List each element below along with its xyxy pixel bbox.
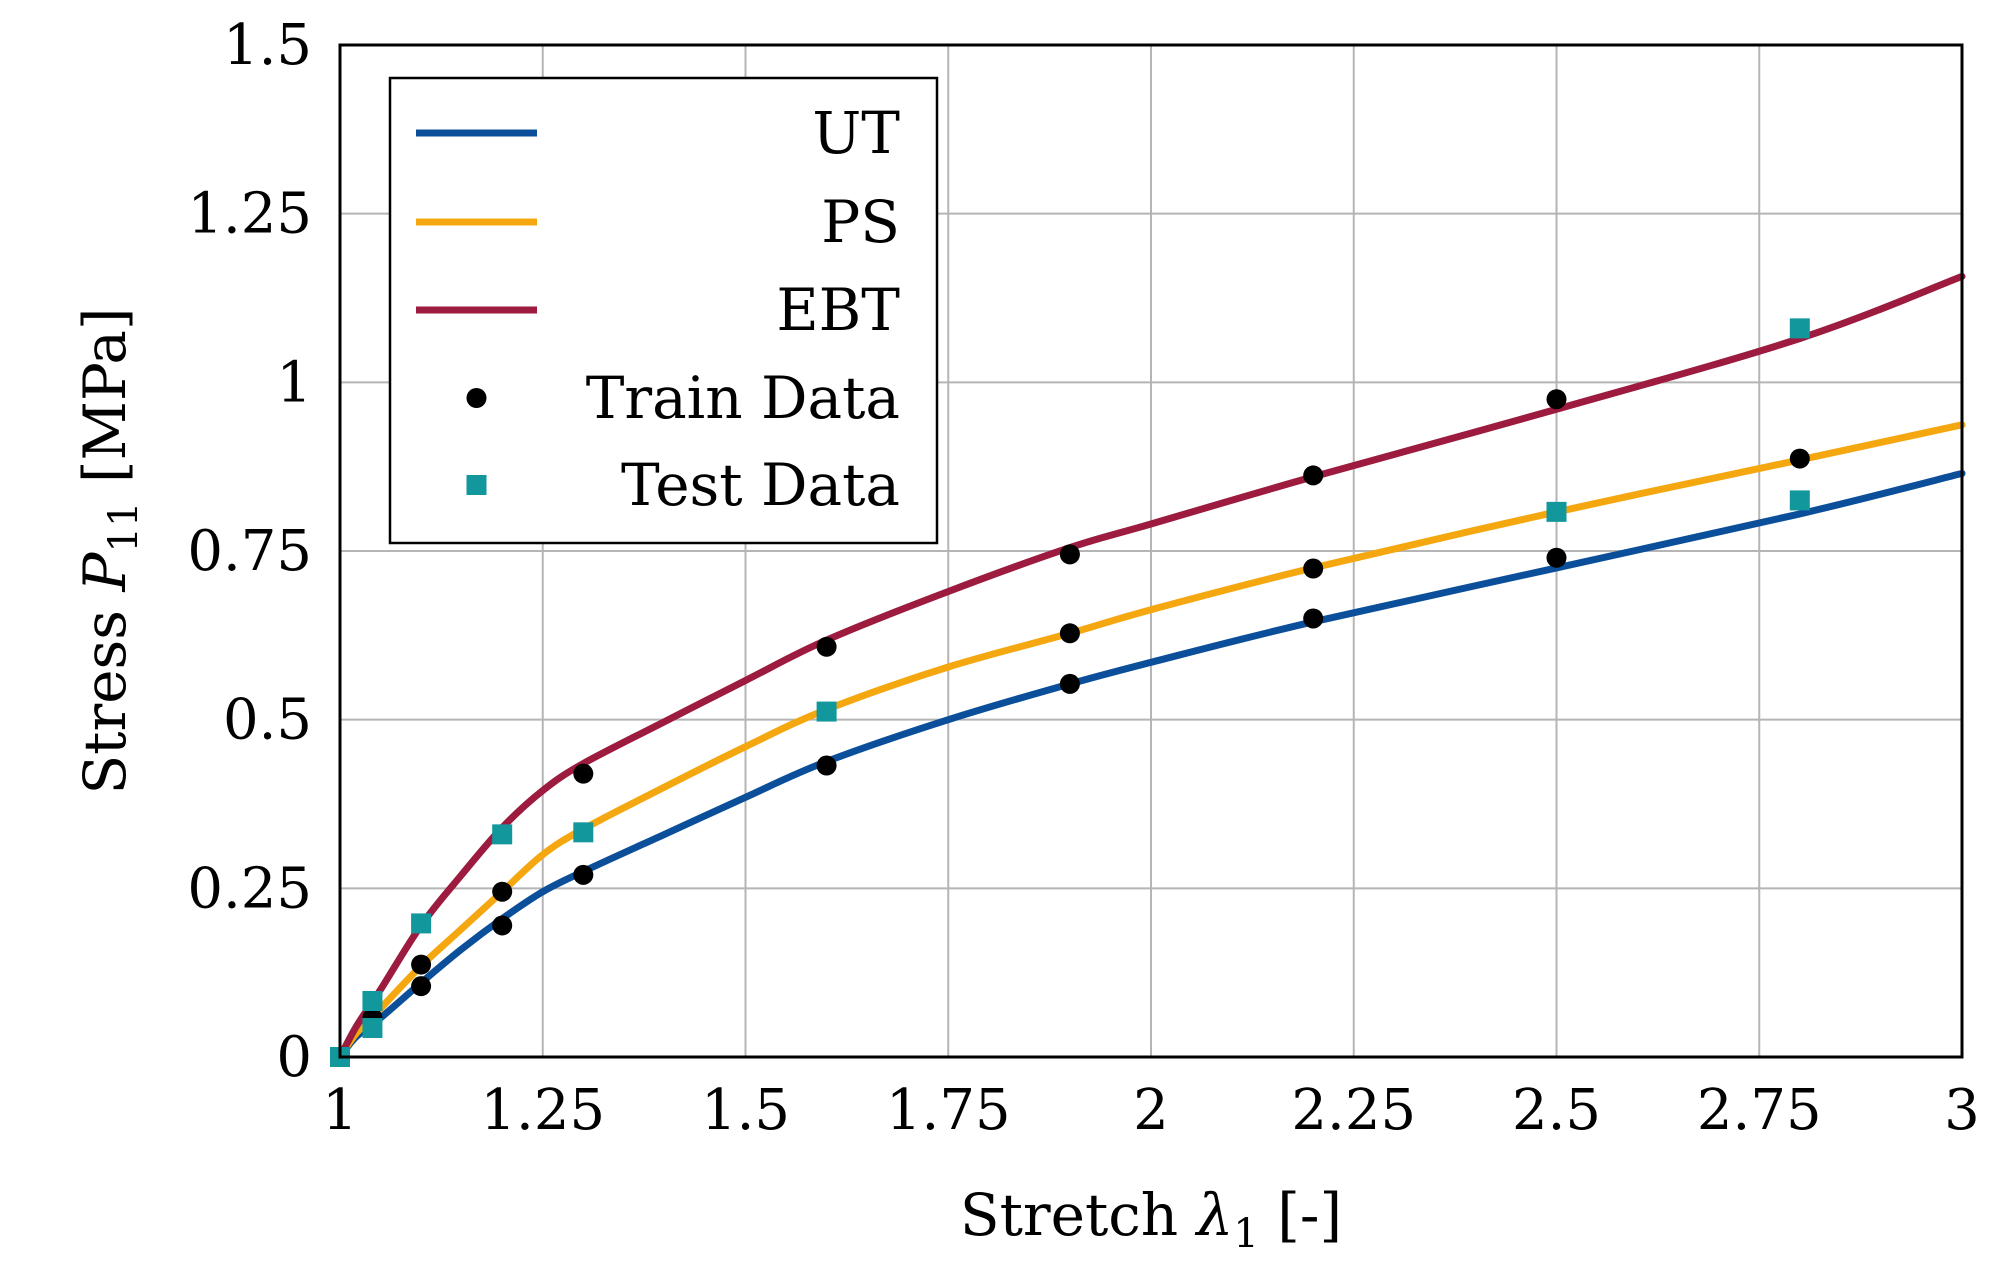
train-data-point	[1546, 547, 1567, 568]
grid	[339, 44, 1963, 1058]
test-data-point	[1789, 490, 1810, 511]
test-data-point	[362, 991, 383, 1012]
train-data-point	[1059, 623, 1080, 644]
train-data-point	[816, 636, 837, 657]
x-tick-label: 2.25	[1291, 1078, 1416, 1143]
test-data-point	[816, 701, 837, 722]
legend-ebt-label: EBT	[776, 276, 900, 344]
train-data-point	[1059, 673, 1080, 694]
legend: UT PS EBT Train Data Test Data	[388, 76, 939, 545]
test-data-point	[411, 913, 432, 934]
train-data-point	[492, 915, 513, 936]
legend-train-marker	[466, 388, 487, 408]
y-tick-label: 1.25	[187, 182, 312, 247]
train-data-point	[411, 976, 432, 997]
legend-box	[388, 76, 939, 545]
y-tick-label: 0.5	[223, 688, 312, 753]
x-tick-label: 1.25	[480, 1078, 605, 1143]
train-data-point	[492, 881, 513, 902]
test-data-point	[1789, 318, 1810, 339]
x-axis-label: Stretch λ1 [-]	[960, 1181, 1342, 1257]
train-data-point	[573, 864, 594, 885]
test-data-point	[492, 824, 513, 845]
train-data-point	[816, 755, 837, 776]
x-tick-label: 2	[1133, 1078, 1169, 1143]
y-axis-label: Stress P11 [MPa]	[71, 307, 147, 794]
train-data-point	[573, 763, 594, 784]
test-data-point	[573, 822, 594, 843]
y-tick-label: 0.25	[187, 856, 312, 921]
train-data-point	[1546, 389, 1567, 410]
y-tick-label: 1.5	[223, 13, 312, 78]
legend-test-marker	[466, 475, 487, 495]
data-markers	[330, 318, 1810, 1067]
x-tick-label: 1.5	[701, 1078, 790, 1143]
y-tick-labels: 0 0.25 0.5 0.75 1 1.25 1.5	[187, 13, 312, 1090]
train-data-point	[1303, 465, 1324, 486]
x-tick-label: 2.75	[1697, 1078, 1822, 1143]
test-data-point	[362, 1017, 383, 1038]
train-data-point	[1303, 608, 1324, 629]
x-tick-label: 1	[322, 1078, 358, 1143]
train-data-point	[1789, 448, 1810, 469]
y-tick-label: 1	[276, 350, 312, 415]
legend-train-label: Train Data	[586, 364, 900, 432]
legend-ps-label: PS	[821, 188, 900, 256]
y-tick-label: 0	[276, 1025, 312, 1090]
legend-ut-label: UT	[812, 99, 900, 167]
train-data-point	[411, 954, 432, 975]
test-data-point	[1546, 501, 1567, 522]
train-data-point	[1303, 558, 1324, 579]
plot-frame	[338, 43, 1964, 1059]
x-tick-label: 2.5	[1512, 1078, 1601, 1143]
x-tick-label: 1.75	[886, 1078, 1011, 1143]
x-tick-label: 3	[1944, 1078, 1980, 1143]
legend-test-label: Test Data	[621, 451, 900, 519]
train-data-point	[1059, 544, 1080, 565]
y-tick-label: 0.75	[187, 519, 312, 584]
x-tick-labels: 1 1.25 1.5 1.75 2 2.25 2.5 2.75 3	[322, 1078, 1980, 1143]
